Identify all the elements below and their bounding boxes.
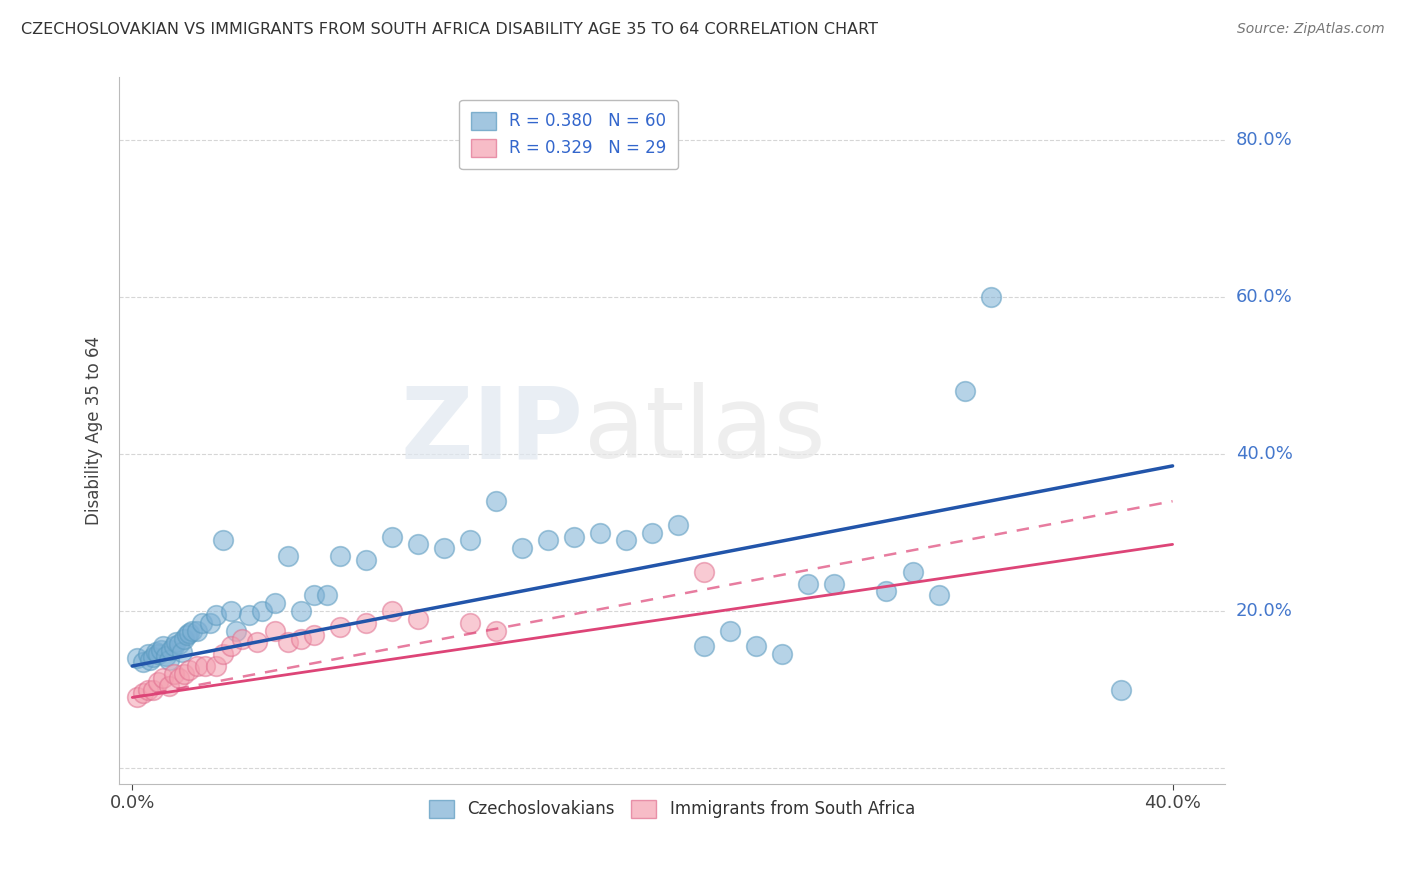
- Point: [139, 653, 162, 667]
- Point: [433, 541, 456, 556]
- Point: [186, 624, 208, 638]
- Point: [381, 604, 404, 618]
- Point: [163, 666, 186, 681]
- Point: [148, 674, 170, 689]
- Point: [173, 666, 195, 681]
- Point: [901, 565, 924, 579]
- Text: atlas: atlas: [583, 382, 825, 479]
- Point: [142, 649, 165, 664]
- Point: [797, 576, 820, 591]
- Point: [824, 576, 846, 591]
- Point: [512, 541, 534, 556]
- Point: [589, 525, 612, 540]
- Point: [194, 659, 217, 673]
- Point: [176, 627, 198, 641]
- Text: 40.0%: 40.0%: [1236, 445, 1292, 463]
- Point: [460, 615, 482, 630]
- Point: [668, 517, 690, 532]
- Point: [252, 604, 274, 618]
- Point: [219, 604, 242, 618]
- Point: [408, 612, 430, 626]
- Point: [693, 640, 716, 654]
- Point: [136, 682, 159, 697]
- Point: [264, 596, 287, 610]
- Point: [166, 635, 188, 649]
- Point: [219, 640, 242, 654]
- Point: [152, 640, 174, 654]
- Point: [127, 690, 149, 705]
- Point: [212, 533, 235, 548]
- Point: [246, 635, 269, 649]
- Point: [329, 549, 352, 563]
- Point: [225, 624, 247, 638]
- Point: [356, 553, 378, 567]
- Point: [953, 384, 976, 399]
- Point: [152, 671, 174, 685]
- Point: [148, 647, 170, 661]
- Point: [149, 643, 172, 657]
- Point: [191, 615, 214, 630]
- Point: [127, 651, 149, 665]
- Point: [928, 588, 950, 602]
- Point: [979, 290, 1001, 304]
- Point: [204, 659, 226, 673]
- Text: 80.0%: 80.0%: [1236, 131, 1292, 149]
- Point: [142, 682, 165, 697]
- Point: [381, 529, 404, 543]
- Point: [408, 537, 430, 551]
- Point: [186, 659, 208, 673]
- Point: [304, 627, 326, 641]
- Point: [693, 565, 716, 579]
- Point: [167, 637, 190, 651]
- Point: [290, 604, 312, 618]
- Text: 20.0%: 20.0%: [1236, 602, 1292, 620]
- Point: [616, 533, 638, 548]
- Point: [277, 549, 299, 563]
- Point: [876, 584, 898, 599]
- Point: [304, 588, 326, 602]
- Y-axis label: Disability Age 35 to 64: Disability Age 35 to 64: [86, 336, 103, 525]
- Point: [212, 647, 235, 661]
- Text: Source: ZipAtlas.com: Source: ZipAtlas.com: [1237, 22, 1385, 37]
- Point: [460, 533, 482, 548]
- Point: [173, 632, 195, 646]
- Point: [641, 525, 664, 540]
- Point: [238, 607, 260, 622]
- Text: 60.0%: 60.0%: [1236, 288, 1292, 306]
- Point: [485, 494, 508, 508]
- Point: [131, 655, 153, 669]
- Point: [170, 645, 193, 659]
- Point: [277, 635, 299, 649]
- Point: [356, 615, 378, 630]
- Point: [136, 647, 159, 661]
- Point: [179, 626, 201, 640]
- Point: [179, 663, 201, 677]
- Point: [290, 632, 312, 646]
- Text: CZECHOSLOVAKIAN VS IMMIGRANTS FROM SOUTH AFRICA DISABILITY AGE 35 TO 64 CORRELAT: CZECHOSLOVAKIAN VS IMMIGRANTS FROM SOUTH…: [21, 22, 879, 37]
- Point: [163, 640, 186, 654]
- Point: [485, 624, 508, 638]
- Point: [1109, 682, 1132, 697]
- Point: [131, 686, 153, 700]
- Point: [155, 648, 177, 663]
- Point: [160, 643, 183, 657]
- Point: [157, 679, 180, 693]
- Point: [181, 624, 204, 638]
- Point: [200, 615, 222, 630]
- Text: ZIP: ZIP: [401, 382, 583, 479]
- Point: [329, 620, 352, 634]
- Point: [537, 533, 560, 548]
- Point: [204, 607, 226, 622]
- Point: [264, 624, 287, 638]
- Point: [316, 588, 339, 602]
- Point: [772, 647, 794, 661]
- Point: [167, 671, 190, 685]
- Point: [231, 632, 253, 646]
- Point: [745, 640, 768, 654]
- Point: [720, 624, 742, 638]
- Legend: Czechoslovakians, Immigrants from South Africa: Czechoslovakians, Immigrants from South …: [422, 793, 922, 825]
- Point: [145, 645, 167, 659]
- Point: [157, 653, 180, 667]
- Point: [564, 529, 586, 543]
